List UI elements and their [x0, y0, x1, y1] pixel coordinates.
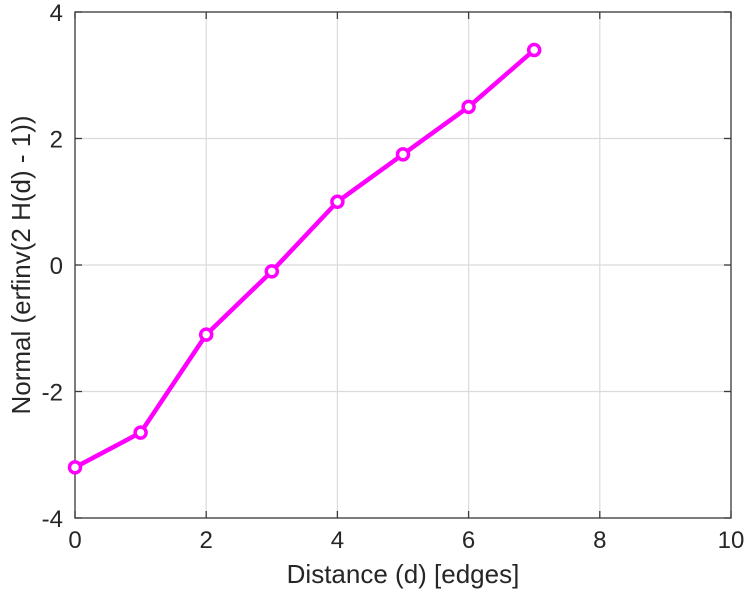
- data-point-marker: [330, 194, 345, 209]
- x-tick-label: 8: [593, 527, 606, 554]
- y-tick-label: -4: [42, 506, 63, 533]
- data-point-marker: [395, 147, 411, 162]
- data-point-marker: [198, 327, 214, 342]
- data-point-marker: [264, 264, 280, 279]
- x-tick-label: 6: [462, 527, 475, 554]
- data-point-marker: [461, 99, 476, 115]
- y-tick-label: 0: [50, 253, 63, 280]
- x-axis-label: Distance (d) [edges]: [287, 559, 520, 589]
- axes-layer: 0 2 4 6 8 10 -4 -2 0 2 4: [42, 0, 745, 554]
- data-line: [72, 47, 537, 470]
- y-tick-label: 2: [50, 127, 63, 154]
- y-tick-label: -2: [42, 380, 63, 407]
- data-point-marker: [67, 460, 83, 475]
- x-tick-label: 0: [68, 527, 81, 554]
- grid-layer: [74, 11, 732, 519]
- x-tick-label: 10: [718, 527, 745, 554]
- data-point-marker: [526, 42, 542, 58]
- x-tick-label: 4: [331, 527, 344, 554]
- data-point-marker: [133, 425, 148, 440]
- x-tick-label: 2: [200, 527, 213, 554]
- y-axis-label: Normal (erfinv(2 H(d) - 1)): [6, 115, 36, 414]
- y-tick-label: 4: [50, 0, 63, 27]
- data-series-layer: [67, 42, 542, 475]
